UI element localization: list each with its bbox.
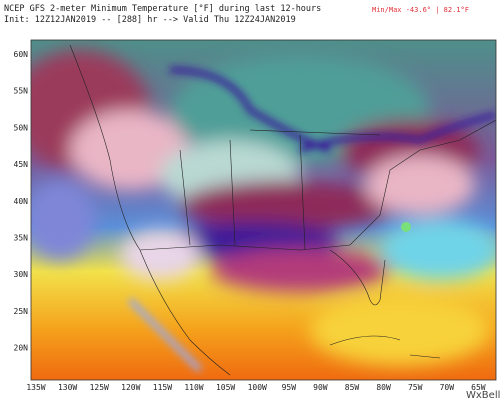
longitude-label: 95W [282,383,297,392]
longitude-labels: 135W 130W 125W 120W 115W 110W 105W 100W 95W 90W 85… [26,383,485,392]
latitude-label: 40N [14,197,29,206]
latitude-label: 60N [14,50,29,59]
coastlines [69,44,496,376]
marker [401,222,411,232]
latitude-label: 45N [14,160,29,169]
map-subtitle: Init: 12Z12JAN2019 -- [288] hr --> Valid… [4,15,296,25]
latitude-label: 30N [14,270,29,279]
map-frame [30,39,497,381]
latitude-label: 20N [14,344,29,353]
longitude-label: 105W [216,383,235,392]
longitude-label: 100W [248,383,267,392]
logo: WxBell [466,390,500,401]
latitude-label: 55N [14,87,29,96]
latitude-label: 35N [14,234,29,243]
longitude-label: 70W [440,383,455,392]
map-title: NCEP GFS 2-meter Minimum Temperature [°F… [4,4,321,14]
longitude-label: 115W [153,383,172,392]
longitude-label: 85W [345,383,360,392]
longitude-label: 130W [58,383,77,392]
longitude-label: 120W [121,383,140,392]
longitude-label: 75W [408,383,423,392]
longitude-label: 125W [90,383,109,392]
longitude-label: 90W [313,383,328,392]
min-max: Min/Max -43.6° | 82.1°F [372,6,469,14]
longitude-label: 135W [26,383,45,392]
latitude-label: 50N [14,123,29,132]
longitude-label: 80W [376,383,391,392]
latitude-labels: 60N 55N 50N 45N 40N 35N 30N 25N 20N [14,50,29,353]
longitude-label: 110W [184,383,203,392]
longitude-label: 65W [471,383,486,392]
latitude-label: 25N [14,307,29,316]
temperature-field [31,40,496,380]
